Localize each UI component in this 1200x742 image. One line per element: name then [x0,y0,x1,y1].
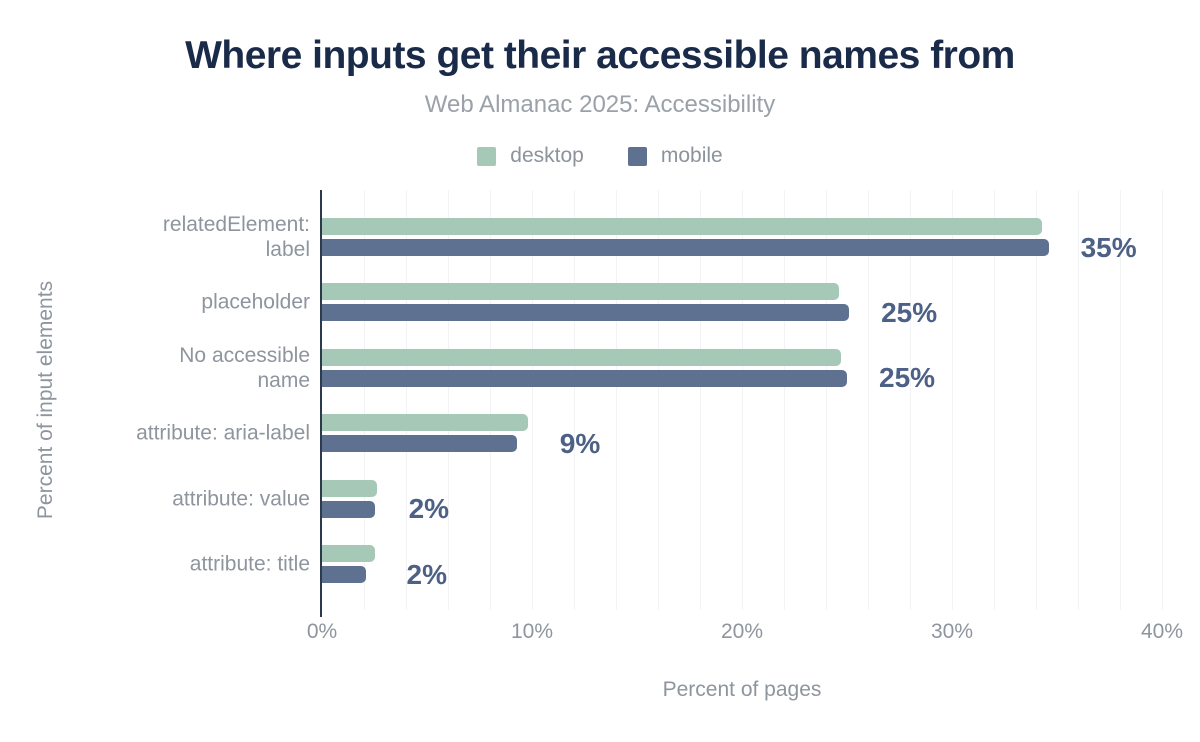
category-label: No accessible name [179,343,310,392]
mobile-bar[interactable] [322,435,518,453]
gridline [1119,190,1121,610]
gridline [741,190,743,610]
value-annotation: 9% [559,427,601,459]
value-annotation: 25% [879,362,936,394]
category-label: placeholder [201,290,310,314]
y-axis-title: Percent of input elements [34,280,57,520]
gridline [867,190,869,610]
gridline [1035,190,1037,610]
gridline [615,190,617,610]
gridline [657,190,659,610]
category-label: attribute: aria-label [136,421,310,445]
desktop-swatch-icon [477,146,497,166]
category-label: attribute: value [172,487,310,511]
x-tick-label: 40% [1140,620,1184,643]
legend-item-desktop[interactable]: desktop [477,144,584,168]
gridline [573,190,575,610]
chart-title: Where inputs get their accessible names … [185,34,1015,77]
legend-label-mobile: mobile [660,144,723,167]
value-annotation: 2% [408,493,450,525]
x-tick-label: 0% [306,620,338,643]
x-axis-title: Percent of pages [662,678,822,701]
legend: desktop mobile [0,144,1200,168]
y-axis-line [320,190,322,617]
gridline [909,190,911,610]
gridline [825,190,827,610]
mobile-swatch-icon [627,146,647,166]
category-label: relatedElement: label [162,213,310,261]
mobile-bar[interactable] [322,239,1049,256]
value-annotation: 35% [1080,231,1137,263]
legend-label-desktop: desktop [510,144,584,167]
value-annotation: 2% [406,558,447,590]
desktop-bar[interactable] [322,218,1043,235]
mobile-bar[interactable] [322,500,375,518]
gridline [531,190,533,610]
desktop-bar[interactable] [322,348,841,366]
x-tick-label: 30% [930,620,974,643]
plot-area: relatedElement: label 35% placeholder 25% No… [136,190,1183,643]
gridline [363,190,365,610]
mobile-bar[interactable] [322,369,847,387]
gridline [699,190,701,610]
chart-subtitle: Web Almanac 2025: Accessibility [424,91,776,118]
desktop-bar[interactable] [322,545,375,562]
gridline [1077,190,1079,610]
desktop-bar[interactable] [322,283,839,301]
gridline [1161,190,1163,610]
gridline [489,190,491,610]
mobile-bar[interactable] [322,304,850,322]
x-tick-label: 20% [720,620,764,643]
x-tick-label: 10% [510,620,554,643]
legend-item-mobile[interactable]: mobile [627,144,723,168]
desktop-bar[interactable] [322,414,528,432]
gridline [951,190,953,610]
gridline [405,190,407,610]
gridline [783,190,785,610]
mobile-bar[interactable] [322,566,367,583]
desktop-bar[interactable] [322,479,377,497]
category-label: attribute: title [189,552,310,576]
gridline [447,190,449,610]
value-annotation: 25% [881,296,938,328]
gridline [993,190,995,610]
